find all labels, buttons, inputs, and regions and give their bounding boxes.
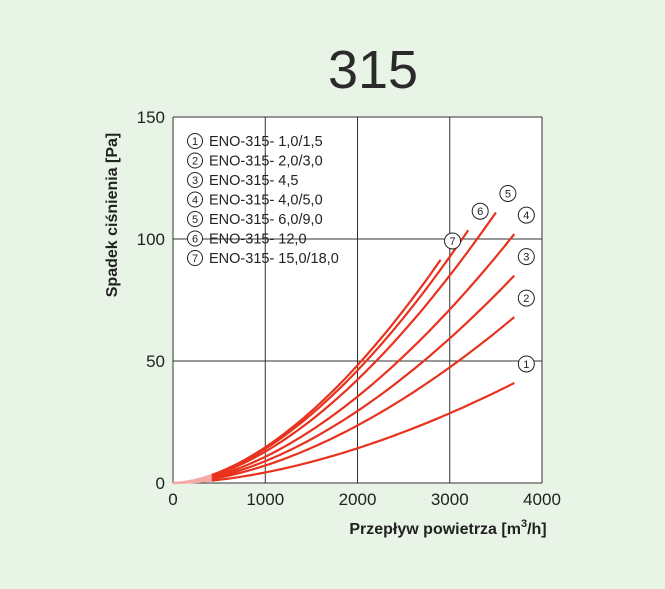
series-6-marker-circle bbox=[471, 202, 489, 220]
legend-entry-6: ENO-315- 12,0 bbox=[209, 232, 307, 248]
y-tick-label-3: 150 bbox=[137, 108, 165, 127]
legend-number-2: 2 bbox=[192, 156, 198, 168]
legend-circle-7 bbox=[187, 250, 203, 266]
y-axis-label: Spadek ciśnienia [Pa] bbox=[104, 133, 121, 298]
series-markers: 1 2 3 45 6 7 bbox=[444, 184, 535, 373]
x-tick-label-2: 2000 bbox=[339, 490, 377, 509]
legend-circle-3 bbox=[187, 172, 203, 188]
legend-number-6: 6 bbox=[192, 234, 198, 246]
series-5-marker-circle bbox=[499, 184, 517, 202]
legend-entry-5: ENO-315- 6,0/9,0 bbox=[209, 212, 323, 228]
series-2-marker-label: 2 bbox=[523, 293, 529, 305]
series-4-line bbox=[211, 233, 516, 479]
legend-number-3: 3 bbox=[192, 175, 198, 187]
series-6-marker-label: 6 bbox=[477, 206, 483, 218]
series-5-marker-label: 5 bbox=[505, 188, 511, 200]
legend-circle-2 bbox=[187, 152, 203, 169]
legend: 1 ENO-315- 1,0/1,5 2 ENO-315- 2,0/3,0 3 ENO-3… bbox=[187, 133, 339, 267]
legend-circle-6 bbox=[187, 230, 203, 247]
legend-entry-3: ENO-315- 4,5 bbox=[209, 173, 298, 189]
x-axis-label-main: Przepływ powietrza [m bbox=[349, 521, 521, 538]
x-tick-label-4: 4000 bbox=[523, 490, 561, 509]
x-axis-label-sup: 3 bbox=[521, 518, 527, 530]
legend-circle-1 bbox=[187, 133, 203, 149]
x-axis-label: Przepływ powietrza [m3/h] bbox=[349, 518, 546, 538]
series-1-marker-circle bbox=[517, 355, 535, 373]
series-lines bbox=[172, 211, 516, 485]
series-5-line bbox=[211, 211, 497, 477]
legend-entry-2: ENO-315- 2,0/3,0 bbox=[209, 154, 323, 170]
series-7-marker-circle bbox=[444, 232, 462, 250]
y-tick-label-0: 0 bbox=[156, 474, 165, 493]
chart-title: 315 bbox=[328, 40, 418, 100]
x-tick-label-1: 1000 bbox=[246, 490, 284, 509]
x-axis-label-tail: /h] bbox=[527, 521, 547, 538]
legend-entry-4: ENO-315- 4,0/5,0 bbox=[209, 193, 323, 209]
y-tick-label-1: 50 bbox=[146, 352, 165, 371]
series-2-line bbox=[211, 316, 516, 481]
series-3-marker-label: 3 bbox=[523, 252, 529, 264]
series-3-marker-circle bbox=[517, 248, 535, 266]
grid-lines bbox=[172, 116, 543, 484]
series-1-line bbox=[211, 382, 515, 482]
x-tick-label-0: 0 bbox=[168, 490, 177, 509]
series-4-marker-label: 4 bbox=[523, 210, 529, 222]
legend-number-5: 5 bbox=[192, 214, 198, 226]
legend-circle-5 bbox=[187, 211, 203, 227]
series-3-line bbox=[211, 274, 516, 480]
series-7-marker-label: 7 bbox=[449, 236, 455, 248]
legend-number-7: 7 bbox=[192, 253, 198, 265]
legend-entry-1: ENO-315- 1,0/1,5 bbox=[209, 134, 323, 150]
y-tick-label-2: 100 bbox=[137, 230, 165, 249]
x-tick-label-3: 3000 bbox=[431, 490, 469, 509]
series-7-line bbox=[211, 259, 442, 477]
legend-circle-4 bbox=[187, 191, 203, 208]
legend-number-4: 4 bbox=[192, 195, 198, 207]
series-2-marker-circle bbox=[517, 289, 535, 307]
series-1-marker-label: 1 bbox=[523, 359, 529, 371]
series-7-start-line bbox=[172, 473, 213, 485]
series-4-marker-circle bbox=[517, 206, 535, 224]
tick-labels: 0 1000 2000 3000 4000 0 50 100 150 bbox=[137, 108, 561, 509]
legend-entry-7: ENO-315- 15,0/18,0 bbox=[209, 251, 339, 267]
legend-number-1: 1 bbox=[192, 136, 198, 148]
